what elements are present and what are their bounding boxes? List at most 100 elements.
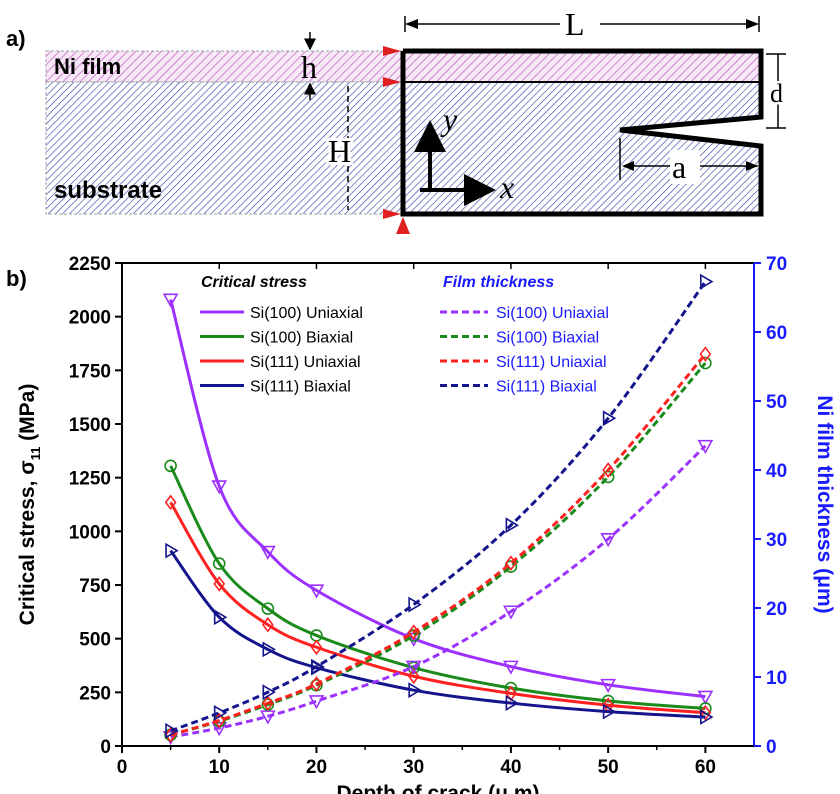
schematic-panel: a) Ni film substrate h H xyxy=(6,6,786,234)
stress-point xyxy=(164,459,177,473)
thickness-point xyxy=(699,356,712,370)
y-left-tick-label: 2250 xyxy=(69,254,111,275)
thickness-point xyxy=(602,410,617,427)
H-label: H xyxy=(328,133,351,169)
stress-point xyxy=(503,660,519,675)
thickness-point xyxy=(310,676,323,692)
thickness-point xyxy=(165,722,179,739)
crack-notch xyxy=(620,117,763,146)
y-right-tick-label: 40 xyxy=(766,461,787,482)
stress-point xyxy=(505,695,520,711)
x-tick-label: 30 xyxy=(403,757,424,778)
boundary-constraints xyxy=(383,46,410,234)
stress-point xyxy=(407,668,420,685)
stress-point xyxy=(162,293,179,308)
y-left-tick-label: 500 xyxy=(79,630,111,651)
stress-point xyxy=(697,690,714,705)
y-right-tick-label: 10 xyxy=(766,668,787,689)
x-tick-label: 0 xyxy=(117,757,128,778)
thickness-point xyxy=(407,624,420,640)
y-right-axis-label: Ni film thickness (μm) xyxy=(813,395,836,613)
legend-stress-entry: Si(111) Uniaxial xyxy=(250,354,361,371)
ni-film-model xyxy=(403,51,761,82)
thickness-point xyxy=(405,660,422,675)
legend-thickness-entry: Si(111) Uniaxial xyxy=(496,354,607,371)
thickness-point xyxy=(505,517,520,534)
thickness-line xyxy=(170,353,707,737)
thickness-point xyxy=(408,596,422,613)
thickness-point xyxy=(308,695,325,710)
y-left-tick-label: 0 xyxy=(100,737,111,758)
y-left-tick-label: 1750 xyxy=(69,361,111,382)
thickness-line xyxy=(170,444,707,739)
legend-stress-entry: Si(111) Biaxial xyxy=(250,379,351,396)
legend-thickness-entry: Si(100) Biaxial xyxy=(496,330,599,347)
stress-point xyxy=(212,557,226,570)
y-left-tick-label: 1500 xyxy=(69,415,111,436)
y-label: y xyxy=(440,101,458,137)
y-right-tick-label: 30 xyxy=(766,530,787,551)
d-label: d xyxy=(770,79,783,108)
L-label: L xyxy=(565,6,585,42)
stress-point xyxy=(308,584,325,599)
legend-stress-entry: Si(100) Uniaxial xyxy=(250,305,363,322)
legend-right-title: Film thickness xyxy=(443,274,554,291)
panel-a-label: a) xyxy=(6,26,26,51)
legend: Critical stress Si(100) Uniaxial Si(100) B… xyxy=(200,274,609,396)
stress-point xyxy=(700,709,714,725)
thickness-point xyxy=(311,658,325,675)
model-outline xyxy=(400,48,764,217)
stress-point xyxy=(408,682,422,699)
y-left-tick-label: 2000 xyxy=(69,308,111,329)
y-left-tick-label: 750 xyxy=(79,576,111,597)
thickness-line xyxy=(170,362,707,737)
y-right-tick-label: 20 xyxy=(766,599,787,620)
ni-film-left xyxy=(45,50,404,83)
x-tick-label: 50 xyxy=(598,757,619,778)
stress-line xyxy=(169,501,706,715)
thickness-point xyxy=(213,704,228,721)
substrate-left xyxy=(45,81,404,215)
thickness-point xyxy=(211,722,228,737)
y-right-tick-label: 0 xyxy=(766,737,777,758)
y-left-tick-label: 1250 xyxy=(69,469,111,490)
stress-point xyxy=(261,602,275,615)
stress-point xyxy=(164,494,177,511)
stress-point xyxy=(165,542,179,559)
x-tick-label: 20 xyxy=(306,757,327,778)
thickness-point xyxy=(700,273,714,290)
stress-point xyxy=(600,678,617,693)
stress-point xyxy=(261,616,274,633)
x-tick-label: 10 xyxy=(209,757,230,778)
stress-point xyxy=(211,480,228,495)
x-tick-label: 40 xyxy=(500,757,521,778)
stress-point xyxy=(310,639,323,656)
thickness-line xyxy=(170,280,707,733)
thickness-point xyxy=(259,710,276,725)
x-label: x xyxy=(499,169,514,205)
y-left-tick-label: 1000 xyxy=(69,522,111,543)
panel-b-label: b) xyxy=(6,266,27,291)
stress-line xyxy=(169,549,706,719)
y-right-tick-label: 50 xyxy=(766,392,787,413)
thickness-point xyxy=(262,684,276,701)
legend-left-title: Critical stress xyxy=(201,274,307,291)
stress-point xyxy=(262,641,276,658)
y-left-axis-label: Critical stress, σ11 (MPa) xyxy=(16,384,43,626)
substrate-label: substrate xyxy=(54,177,162,204)
y-right-tick-label: 60 xyxy=(766,323,787,344)
thickness-point xyxy=(697,439,714,454)
stress-point xyxy=(213,576,226,592)
stress-line xyxy=(169,299,706,699)
thickness-point xyxy=(505,555,517,571)
thickness-point xyxy=(503,605,519,620)
x-axis-label: Depth of crack (μ m) xyxy=(336,782,539,794)
thickness-point xyxy=(600,532,617,548)
x-tick-label: 60 xyxy=(695,757,716,778)
ni-film-label: Ni film xyxy=(54,54,121,79)
y-left-tick-label: 250 xyxy=(79,683,111,704)
legend-stress-entry: Si(100) Biaxial xyxy=(250,330,353,347)
stress-point xyxy=(602,703,617,720)
legend-thickness-entry: Si(100) Uniaxial xyxy=(496,305,609,322)
